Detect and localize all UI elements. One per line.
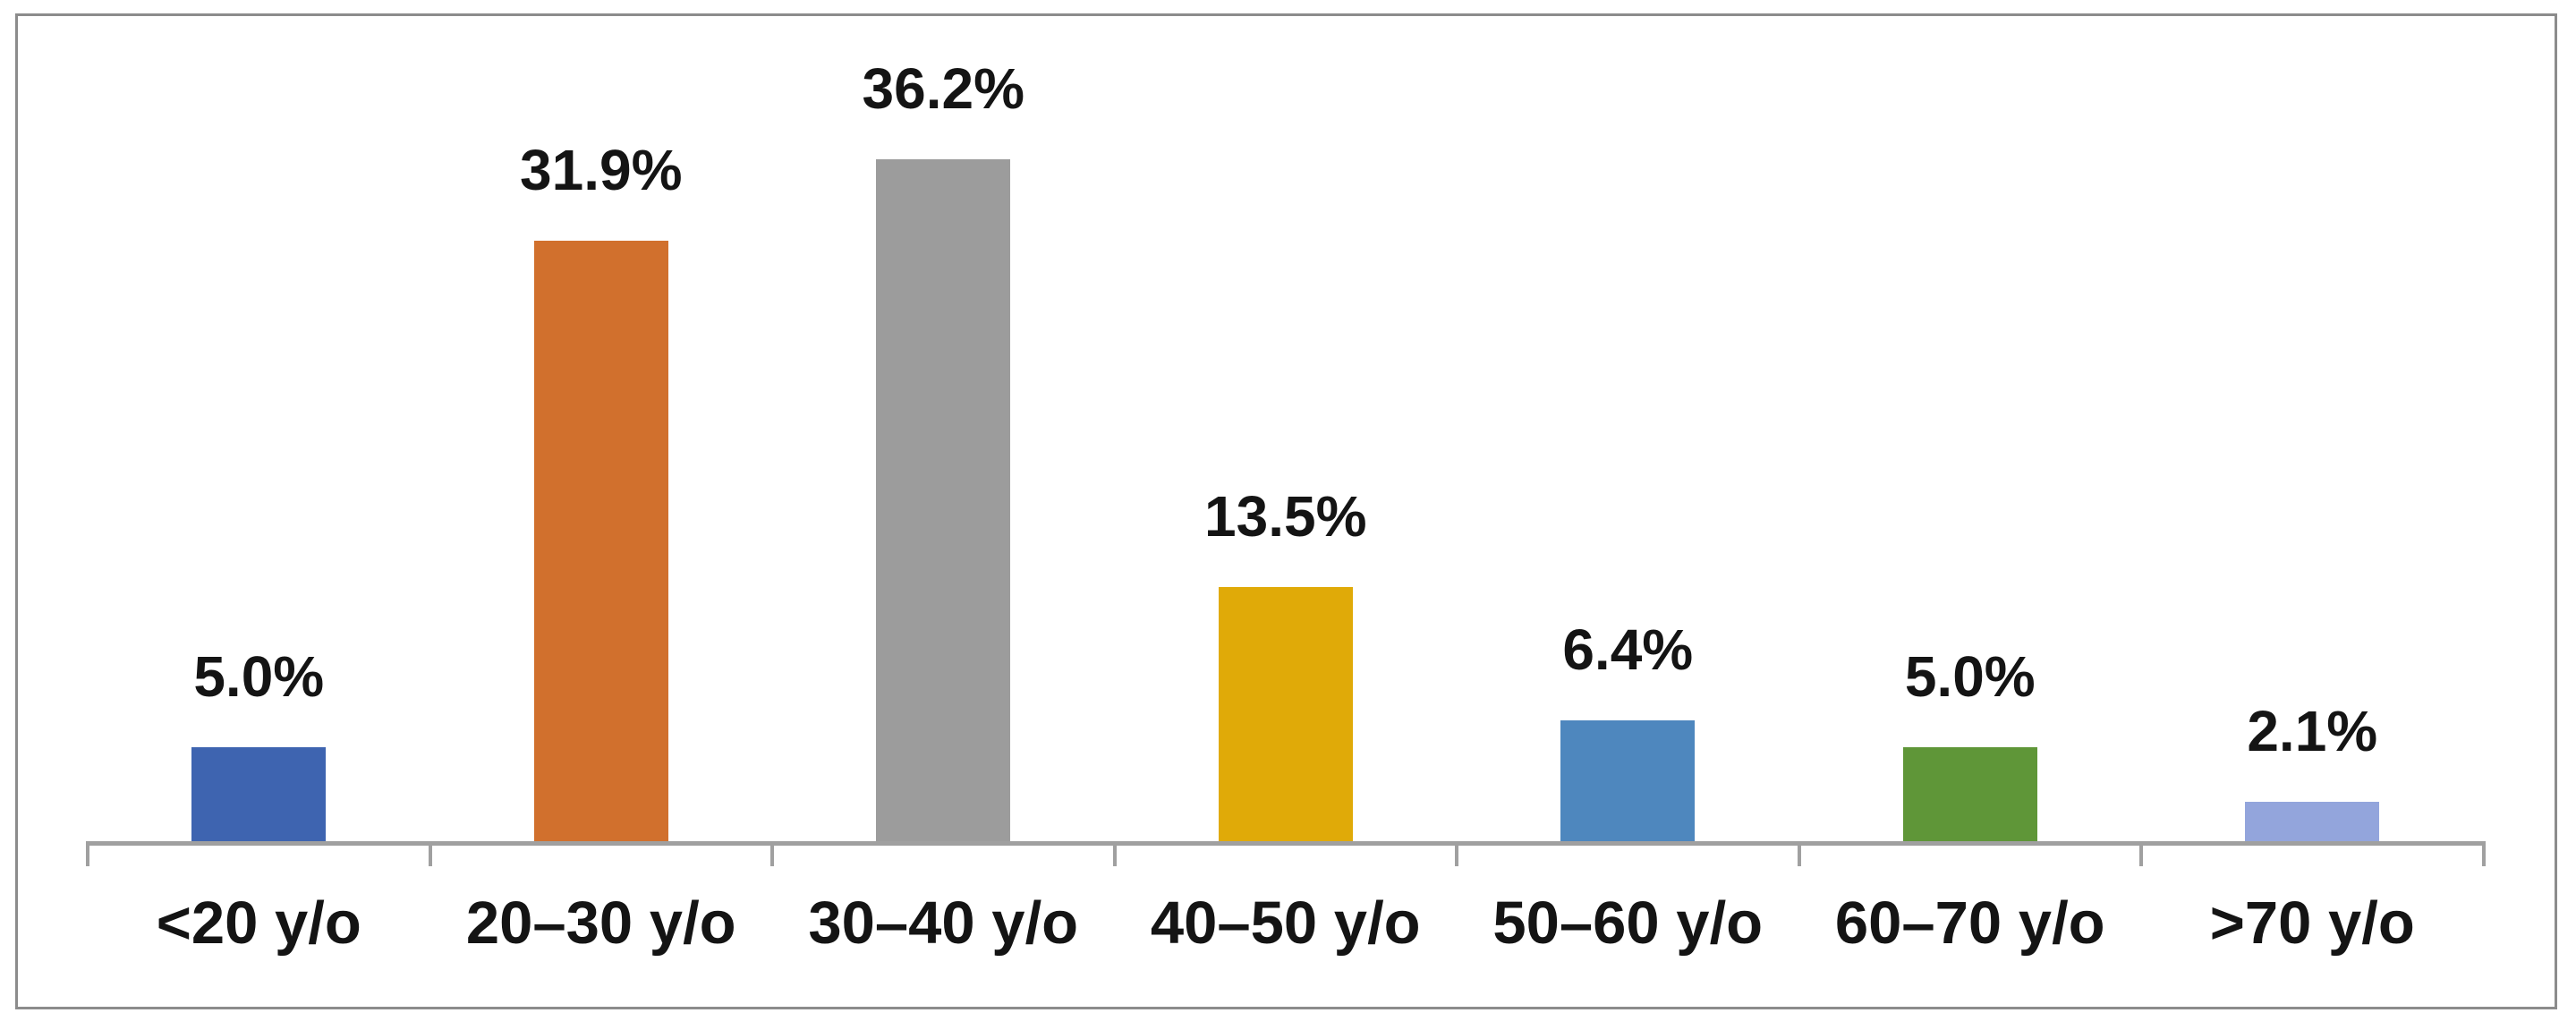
bar-value-label: 31.9% (520, 138, 683, 202)
x-axis-line (86, 841, 2486, 846)
x-axis-category-label: 60–70 y/o (1834, 890, 2105, 957)
bar-1 (191, 747, 327, 841)
x-axis-tick (86, 843, 89, 866)
bar-3 (876, 159, 1011, 841)
x-axis-tick (1797, 843, 1801, 866)
bar-value-label: 13.5% (1204, 484, 1367, 549)
bar-5 (1560, 720, 1696, 841)
x-axis-tick (2139, 843, 2143, 866)
bar-value-label: 36.2% (862, 56, 1024, 121)
x-axis-tick (1455, 843, 1458, 866)
x-axis-tick (1112, 843, 1117, 866)
bar-2 (533, 241, 668, 841)
bar-6 (1902, 747, 2037, 841)
chart-frame: 5.0% <20 y/o 31.9% 20–30 y/o 36.2% 30–40 y/o 1… (15, 13, 2557, 1009)
bar-4 (1218, 587, 1353, 841)
x-axis-category-label: <20 y/o (156, 890, 361, 957)
bar-value-label: 5.0% (193, 644, 325, 709)
bar-7 (2245, 802, 2380, 841)
x-axis-tick (428, 843, 432, 866)
bar-value-label: 5.0% (1904, 644, 2036, 709)
x-axis-category-label: 30–40 y/o (808, 890, 1079, 957)
x-axis-category-label: >70 y/o (2209, 890, 2415, 957)
x-axis-tick (770, 843, 774, 866)
x-axis-category-label: 50–60 y/o (1492, 890, 1764, 957)
bar-value-label: 6.4% (1562, 617, 1694, 682)
x-axis-tick (2481, 843, 2486, 866)
bar-value-label: 2.1% (2247, 699, 2378, 763)
x-axis-category-label: 20–30 y/o (465, 890, 736, 957)
x-axis-category-label: 40–50 y/o (1150, 890, 1421, 957)
